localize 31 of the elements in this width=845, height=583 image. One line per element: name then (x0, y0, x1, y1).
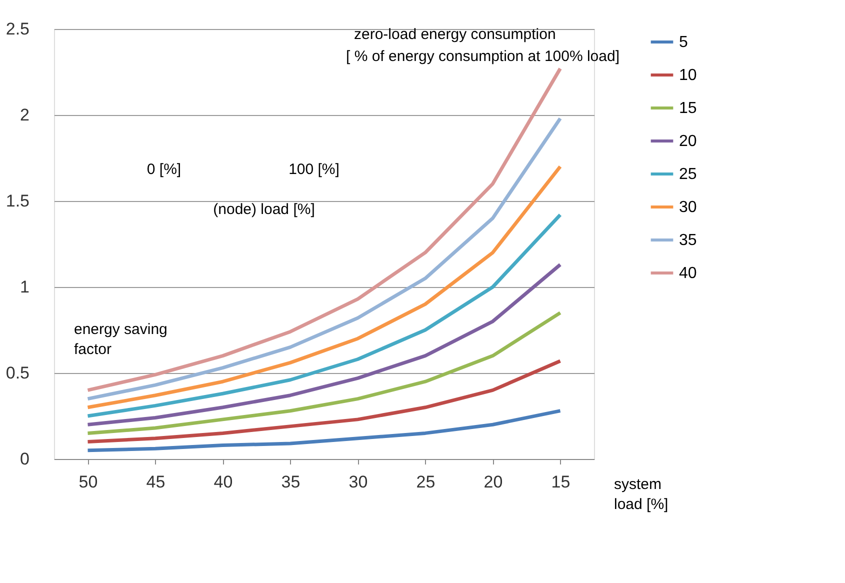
legend-label: 40 (679, 265, 697, 282)
annotation: 0 [%] (146, 161, 182, 178)
x-tick-label: 15 (551, 472, 570, 492)
y-tick-label: 2.5 (6, 20, 30, 38)
legend-label: 15 (679, 100, 697, 117)
x-tick-label: 20 (484, 472, 503, 492)
y-tick-label: 1.5 (6, 192, 30, 210)
annotation: zero-load energy consumption (354, 26, 556, 43)
x-tick-label: 50 (78, 472, 98, 492)
y-tick-label: 0.5 (6, 364, 30, 382)
x-tick-label: 35 (281, 472, 300, 492)
legend-label: 35 (679, 232, 697, 249)
x-tick-label: 30 (348, 472, 368, 492)
y-tick-label: 0 (20, 450, 30, 468)
y-tick-label: 1 (20, 278, 30, 296)
annotation: 100 [%] (288, 161, 340, 178)
legend-label: 25 (679, 166, 697, 183)
line-series (86, 359, 562, 444)
x-tick-label: 25 (416, 472, 436, 492)
legend-label: 10 (679, 67, 697, 84)
annotation: [ % of energy consumption at 100% load] (346, 48, 620, 65)
legend-label: 30 (679, 199, 697, 216)
y-tick-label: 2 (20, 106, 30, 124)
x-tick-label: 45 (146, 472, 166, 492)
annotation: (node) load [%] (213, 201, 315, 218)
text: system load [%] (614, 476, 668, 513)
x-tick-label: 40 (214, 472, 233, 492)
legend-label: 20 (679, 133, 697, 150)
legend-label: 5 (679, 34, 688, 51)
line-series (86, 409, 562, 452)
annotation: energy saving factor (74, 321, 168, 358)
